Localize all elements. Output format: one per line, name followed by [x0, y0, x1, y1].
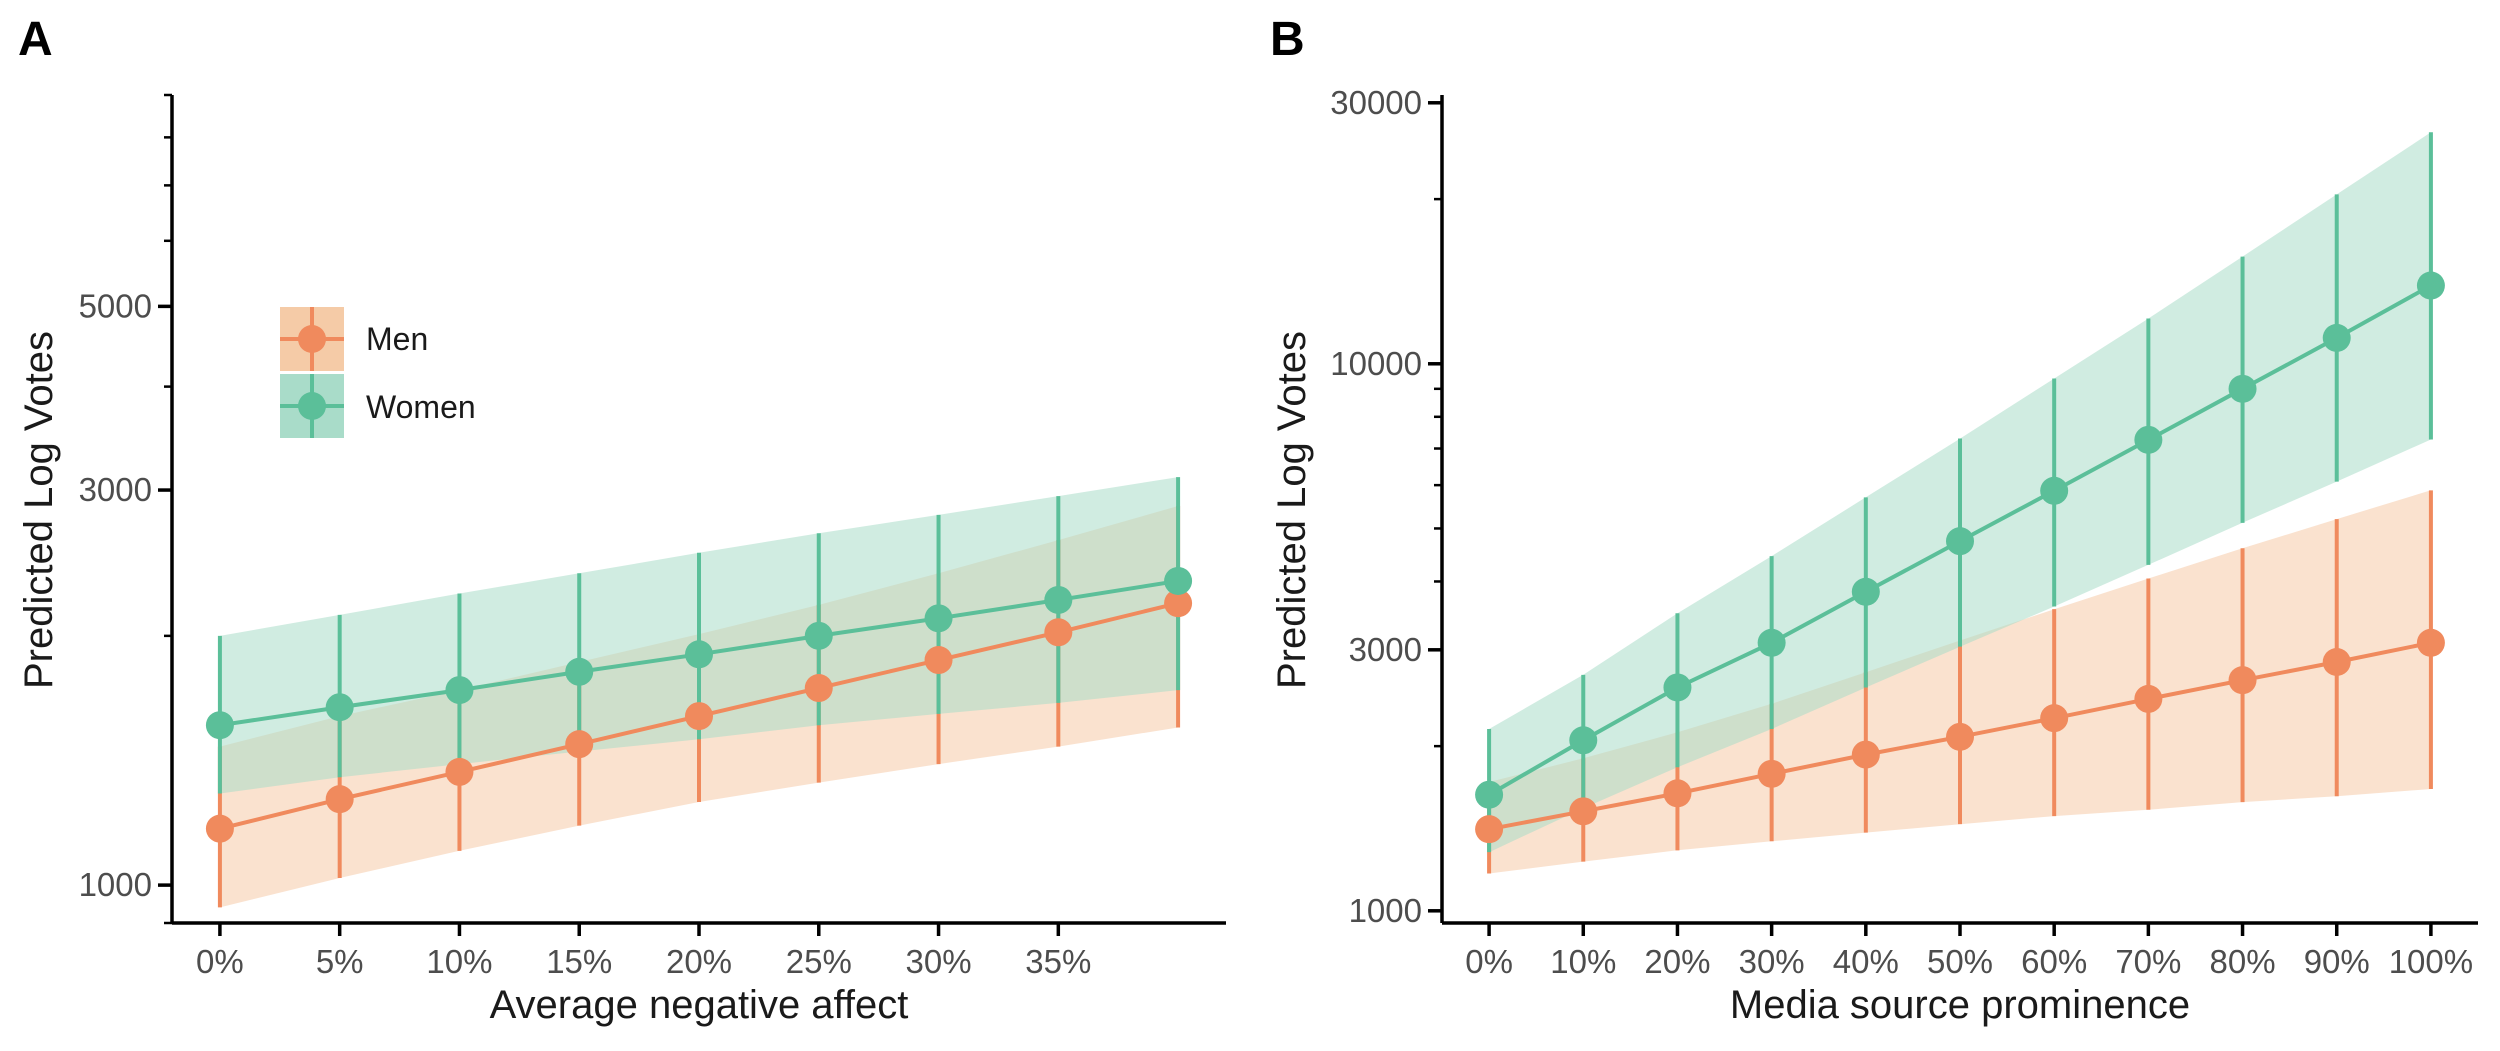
data-point-men	[2228, 666, 2257, 695]
legend: Men Women	[280, 307, 476, 438]
y-tick-label: 3000	[79, 471, 152, 508]
x-tick-label: 30%	[906, 943, 972, 980]
legend-key-women-point	[298, 392, 326, 420]
legend-item-men: Men	[280, 307, 428, 371]
data-point-women	[2134, 425, 2163, 454]
data-point-men	[924, 646, 953, 675]
data-point-women	[1757, 628, 1786, 657]
data-point-men	[1164, 589, 1193, 618]
y-tick-label: 30000	[1330, 84, 1422, 121]
legend-label-men: Men	[366, 321, 428, 357]
x-tick-label: 10%	[426, 943, 492, 980]
legend-label-women: Women	[366, 389, 476, 425]
panel-a-y-axis-title: Predicted Log Votes	[17, 331, 61, 689]
legend-item-women: Women	[280, 374, 476, 438]
data-point-women	[445, 676, 474, 705]
data-point-women	[2322, 323, 2351, 352]
data-point-men	[445, 757, 474, 786]
data-point-men	[804, 674, 833, 703]
x-tick-label: 35%	[1025, 943, 1091, 980]
x-tick-label: 25%	[786, 943, 852, 980]
x-tick-label: 80%	[2210, 943, 2276, 980]
data-point-women	[565, 657, 594, 686]
data-point-men	[2322, 648, 2351, 677]
data-point-women	[325, 693, 354, 722]
data-point-women	[685, 640, 713, 669]
y-tick-label: 3000	[1349, 631, 1422, 668]
y-tick-label: 10000	[1330, 345, 1422, 382]
x-tick-label: 5%	[316, 943, 364, 980]
data-point-women	[804, 621, 833, 650]
data-point-women	[1475, 780, 1504, 809]
data-point-women	[1946, 527, 1974, 556]
data-point-men	[2134, 684, 2163, 713]
data-point-men	[1475, 815, 1504, 844]
x-tick-label: 30%	[1739, 943, 1805, 980]
x-tick-label: 50%	[1927, 943, 1993, 980]
data-point-men	[2416, 628, 2445, 657]
panel-a-label: A	[18, 13, 53, 66]
x-tick-label: 90%	[2304, 943, 2370, 980]
y-tick-label: 5000	[79, 287, 152, 324]
x-tick-label: 60%	[2021, 943, 2087, 980]
data-point-women	[1663, 673, 1692, 702]
data-point-women	[1851, 577, 1880, 606]
panel-a-axes: 1000 3000 5000 0% 5% 10% 15% 20% 25% 30% 35%	[79, 93, 1226, 980]
panel-b-y-axis-title: Predicted Log Votes	[1270, 331, 1314, 689]
legend-key-men-point	[298, 325, 326, 353]
panel-a-x-axis-title: Average negative affect	[490, 983, 909, 1027]
x-tick-label: 70%	[2115, 943, 2181, 980]
x-tick-label: 20%	[666, 943, 732, 980]
panel-b-axes: 1000 3000 10000 30000 0% 10% 20% 30% 40% 50% 60% 70…	[1330, 84, 2478, 980]
y-tick-label: 1000	[1349, 892, 1422, 929]
x-tick-label: 100%	[2389, 943, 2473, 980]
panel-b-x-axis-title: Media source prominence	[1730, 983, 2190, 1027]
data-point-men	[1851, 740, 1880, 769]
x-tick-label: 15%	[546, 943, 612, 980]
x-tick-label: 0%	[1465, 943, 1513, 980]
data-point-women	[1044, 585, 1073, 614]
panel-b: B 1000 3000 10000 30000 0% 10% 20% 30% 40% 50% 60%…	[1270, 13, 2478, 1027]
panel-a: A 1000 3000 5000 0% 5% 10% 15% 20% 25% 30% 35% Ave…	[17, 13, 1226, 1027]
data-point-women	[2228, 374, 2257, 403]
data-point-men	[325, 785, 354, 814]
x-tick-label: 0%	[196, 943, 244, 980]
data-point-men	[1757, 759, 1786, 788]
panel-a-points	[205, 566, 1193, 843]
data-point-men	[1663, 779, 1692, 808]
x-tick-label: 10%	[1550, 943, 1616, 980]
y-tick-label: 1000	[79, 866, 152, 903]
data-point-men	[565, 730, 594, 759]
data-point-women	[2040, 476, 2069, 505]
panel-b-label: B	[1270, 13, 1305, 66]
data-point-men	[2040, 704, 2069, 733]
x-tick-label: 20%	[1644, 943, 1710, 980]
panel-b-points	[1475, 271, 2445, 844]
data-point-women	[924, 604, 953, 633]
x-tick-label: 40%	[1833, 943, 1899, 980]
data-point-women	[2416, 271, 2445, 300]
data-point-men	[1569, 797, 1598, 826]
data-point-men	[1044, 618, 1073, 647]
data-point-men	[1946, 722, 1974, 751]
data-point-women	[1569, 726, 1598, 755]
data-point-women	[205, 711, 234, 740]
data-point-women	[1164, 566, 1193, 595]
data-point-men	[685, 702, 713, 731]
data-point-men	[205, 814, 234, 843]
